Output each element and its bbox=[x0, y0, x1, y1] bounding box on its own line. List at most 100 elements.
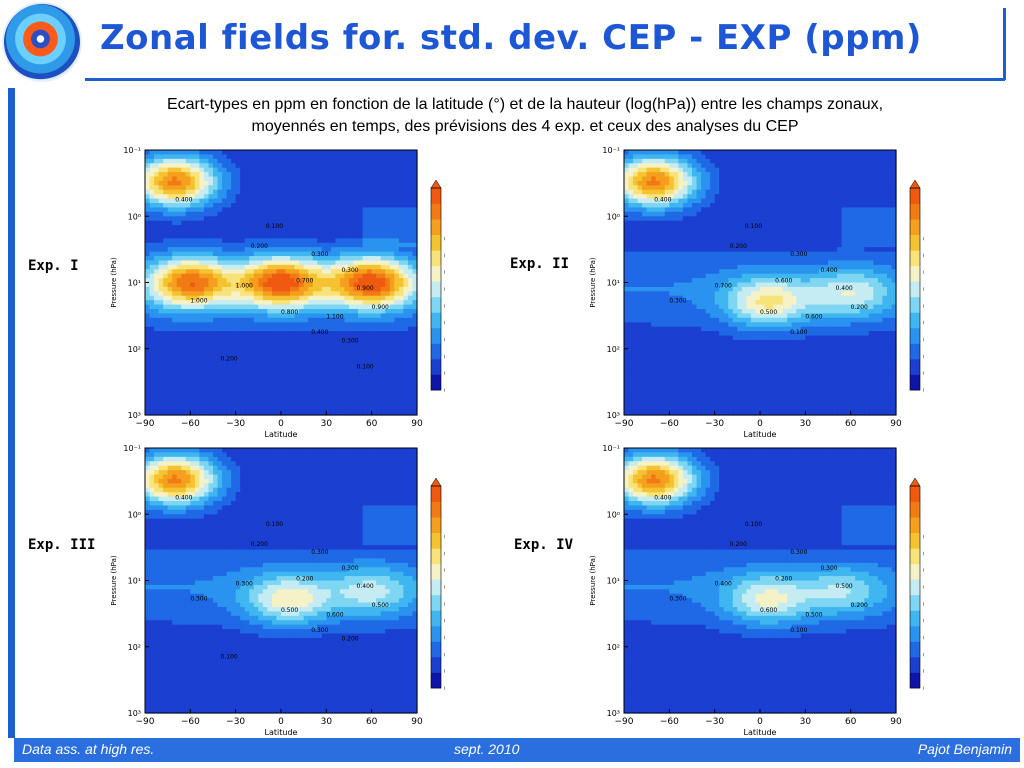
heatmap-cell bbox=[682, 339, 689, 345]
heatmap-cell bbox=[194, 211, 200, 217]
heatmap-cell bbox=[380, 207, 386, 213]
heatmap-cell bbox=[380, 410, 386, 416]
heatmap-cell bbox=[353, 406, 359, 412]
heatmap-cell bbox=[389, 211, 395, 217]
heatmap-cell bbox=[669, 322, 675, 328]
heatmap-cell bbox=[660, 397, 666, 403]
heatmap-cell bbox=[176, 176, 182, 182]
heatmap-cell bbox=[213, 366, 219, 372]
heatmap-cell bbox=[213, 264, 219, 270]
heatmap-cell bbox=[651, 251, 657, 257]
heatmap-cell bbox=[321, 322, 327, 328]
heatmap-cell bbox=[181, 176, 187, 182]
heatmap-cell bbox=[145, 154, 151, 160]
heatmap-cell bbox=[271, 242, 278, 248]
heatmap-cell bbox=[172, 194, 178, 200]
heatmap-cell bbox=[362, 158, 368, 164]
heatmap-cell bbox=[226, 282, 232, 288]
heatmap-cell bbox=[394, 260, 400, 266]
heatmap-cell bbox=[185, 216, 191, 222]
heatmap-cell bbox=[398, 216, 404, 222]
heatmap-cell bbox=[633, 233, 639, 239]
heatmap-cell bbox=[705, 189, 711, 195]
heatmap-cell bbox=[339, 331, 346, 337]
heatmap-cell bbox=[185, 388, 191, 394]
heatmap-cell bbox=[682, 251, 689, 257]
heatmap-cell bbox=[226, 216, 232, 222]
heatmap-cell bbox=[172, 269, 178, 275]
heatmap-cell bbox=[719, 269, 725, 275]
heatmap-cell bbox=[222, 176, 228, 182]
heatmap-cell bbox=[628, 216, 634, 222]
heatmap-cell bbox=[213, 198, 219, 204]
heatmap-cell bbox=[696, 375, 702, 381]
heatmap-cell bbox=[167, 278, 173, 284]
heatmap-cell bbox=[705, 216, 711, 222]
heatmap-cell bbox=[358, 384, 364, 390]
heatmap-cell bbox=[203, 185, 210, 191]
heatmap-cell bbox=[194, 242, 200, 248]
heatmap-cell bbox=[185, 406, 191, 412]
heatmap-cell bbox=[407, 256, 414, 262]
heatmap-cell bbox=[673, 397, 679, 403]
heatmap-cell bbox=[687, 375, 693, 381]
heatmap-cell bbox=[213, 392, 219, 398]
heatmap-cell bbox=[326, 370, 332, 376]
heatmap-cell bbox=[253, 220, 259, 226]
heatmap-cell bbox=[376, 357, 382, 363]
heatmap-cell bbox=[158, 225, 164, 231]
heatmap-cell bbox=[222, 150, 228, 156]
heatmap-cell bbox=[330, 154, 336, 160]
heatmap-cell bbox=[303, 225, 309, 231]
heatmap-cell bbox=[389, 344, 395, 350]
heatmap-cell bbox=[696, 401, 702, 407]
heatmap-cell bbox=[299, 167, 305, 173]
heatmap-cell bbox=[190, 397, 196, 403]
heatmap-cell bbox=[226, 233, 232, 239]
heatmap-cell bbox=[290, 339, 296, 345]
heatmap-cell bbox=[240, 172, 246, 178]
heatmap-cell bbox=[154, 216, 160, 222]
heatmap-cell bbox=[262, 357, 268, 363]
heatmap-cell bbox=[240, 392, 246, 398]
heatmap-cell bbox=[199, 269, 205, 275]
heatmap-cell bbox=[244, 304, 250, 310]
heatmap-cell bbox=[701, 317, 707, 323]
heatmap-cell bbox=[394, 150, 400, 156]
heatmap-cell bbox=[389, 366, 395, 372]
heatmap-cell bbox=[317, 203, 323, 209]
heatmap-cell bbox=[163, 167, 169, 173]
heatmap-cell bbox=[376, 278, 382, 284]
heatmap-cell bbox=[303, 150, 309, 156]
heatmap-cell bbox=[376, 397, 382, 403]
heatmap-cell bbox=[213, 370, 219, 376]
heatmap-cell bbox=[394, 344, 400, 350]
heatmap-cell bbox=[701, 357, 707, 363]
heatmap-cell bbox=[655, 216, 661, 222]
heatmap-cell bbox=[362, 304, 368, 310]
heatmap-cell bbox=[194, 339, 200, 345]
x-tick-label: 60 bbox=[366, 419, 378, 429]
heatmap-cell bbox=[687, 220, 693, 226]
heatmap-cell bbox=[290, 225, 296, 231]
heatmap-cell bbox=[633, 362, 639, 368]
heatmap-cell bbox=[258, 238, 264, 244]
heatmap-cell bbox=[199, 397, 205, 403]
heatmap-cell bbox=[308, 309, 314, 315]
heatmap-cell bbox=[637, 317, 643, 323]
heatmap-cell bbox=[185, 264, 191, 270]
heatmap-cell bbox=[624, 176, 630, 182]
heatmap-cell bbox=[367, 401, 373, 407]
heatmap-cell bbox=[705, 220, 711, 226]
heatmap-cell bbox=[660, 366, 666, 372]
heatmap-cell bbox=[673, 401, 679, 407]
heatmap-cell bbox=[176, 229, 182, 235]
heatmap-cell bbox=[158, 353, 164, 359]
heatmap-cell bbox=[705, 348, 711, 354]
heatmap-cell bbox=[633, 185, 639, 191]
heatmap-cell bbox=[682, 211, 689, 217]
heatmap-cell bbox=[353, 260, 359, 266]
heatmap-cell bbox=[154, 211, 160, 217]
heatmap-cell bbox=[194, 189, 200, 195]
heatmap-cell bbox=[394, 189, 400, 195]
